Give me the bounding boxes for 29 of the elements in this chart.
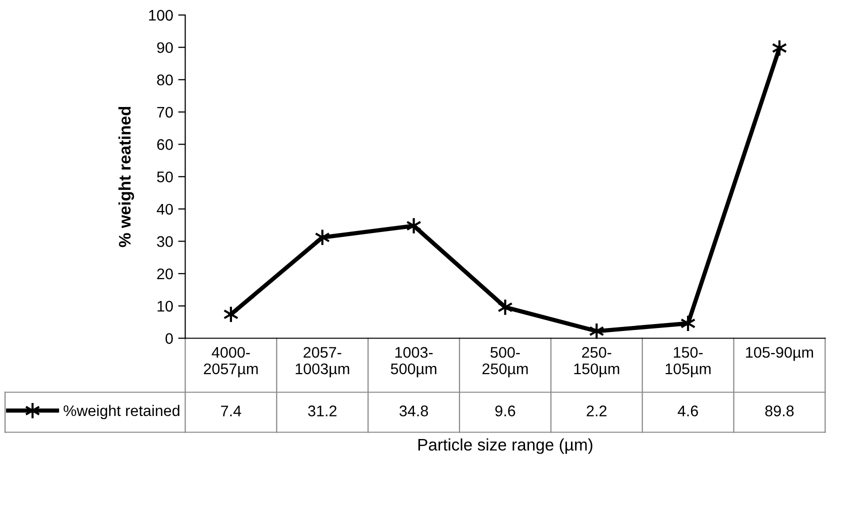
x-tick-label: 105-90µm [746,346,813,361]
y-tick-label: 30 [157,236,173,247]
y-tick-label: 90 [157,42,173,54]
y-tick-label: 50 [157,172,173,182]
y-tick-label: 10 [158,300,173,312]
x-tick-label: 500- 250µm [482,346,528,378]
y-axis-title: % weight reatined [118,106,134,248]
y-tick-label: 100 [149,10,173,21]
data-label: 4.6 [678,406,698,416]
x-axis-title: Particle size range (µm) [418,438,592,454]
x-tick-label: 1003- 500µm [390,346,436,378]
data-label: 89.8 [765,406,794,416]
x-tick-label: 2057- 1003µm [296,346,350,378]
y-tick-label: 0 [166,333,173,344]
point [406,217,422,234]
data-label: 2.2 [586,406,606,416]
data-label: 34.8 [400,406,428,416]
y-tick-label: 20 [157,268,173,280]
legend-label: %weight retained [64,404,180,420]
data-label: 31.2 [308,406,336,416]
y-tick-label: 70 [157,106,173,118]
x-tick-label: 4000- 2057µm [204,346,258,378]
y-tick-label: 60 [157,139,173,150]
x-tick-label: 150- 105µm [666,346,711,378]
data-label: 7.4 [221,406,242,416]
y-tick-label: 80 [157,74,173,86]
x-tick-label: 250- 150µm [574,346,620,378]
y-tick-label: 40 [156,204,173,215]
data-label: 9.6 [495,406,516,416]
